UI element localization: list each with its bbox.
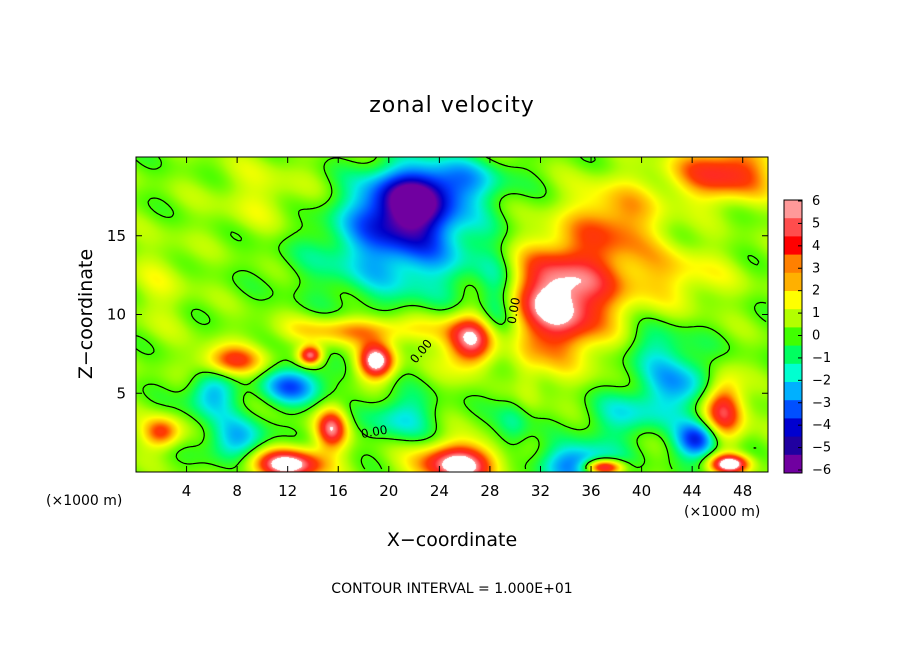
- x-tick-label: 12: [278, 482, 297, 500]
- colorbar-swatch: [784, 200, 802, 219]
- colorbar-swatch: [784, 254, 802, 274]
- y-axis-label: Z−coordinate: [75, 249, 97, 379]
- x-tick-label: 44: [683, 482, 702, 500]
- colorbar-swatch: [784, 291, 802, 310]
- colorbar-label: −2: [812, 373, 831, 388]
- plot-area: 0.000.000.00 4 8 12 16 20 24 28 32 36 40 44 48 5101…: [107, 156, 769, 500]
- x-tick-label: 36: [581, 482, 600, 500]
- y-tick-label: 10: [107, 306, 126, 324]
- x-tick-label: 4: [182, 482, 192, 500]
- velocity-heatmap: [136, 157, 768, 472]
- x-unit-right: (×1000 m): [684, 504, 760, 520]
- colorbar-label: −6: [812, 463, 831, 478]
- x-tick-label: 16: [329, 482, 348, 500]
- x-tick-label: 24: [430, 482, 449, 500]
- colorbar-label: −5: [812, 441, 831, 456]
- contour-label: 0.00: [360, 423, 389, 441]
- colorbar-swatch: [784, 236, 802, 256]
- colorbar-swatch: [784, 218, 802, 237]
- x-tick-label: 48: [733, 482, 752, 500]
- colorbar-swatch: [784, 327, 802, 347]
- x-tick-label: 20: [379, 482, 398, 500]
- y-axis-ticks: 5 10 15: [107, 227, 768, 402]
- contour-interval-note: CONTOUR INTERVAL = 1.000E+01: [331, 581, 572, 597]
- x-tick-label: 8: [232, 482, 242, 500]
- colorbar-swatch: [784, 436, 802, 456]
- x-unit-left: (×1000 m): [46, 493, 122, 509]
- colorbar-label: 1: [812, 306, 820, 321]
- colorbar-swatch: [784, 418, 802, 438]
- colorbar: [783, 199, 803, 474]
- colorbar-label: 5: [812, 216, 820, 231]
- contour-label: 0.00: [505, 296, 523, 325]
- colorbar-swatch: [784, 272, 802, 292]
- colorbar-swatch: [784, 454, 802, 474]
- colorbar-swatch: [784, 345, 802, 365]
- colorbar-label: −4: [812, 418, 831, 433]
- x-axis-label: X−coordinate: [387, 529, 517, 551]
- colorbar-label: 4: [812, 239, 820, 254]
- chart-title: zonal velocity: [369, 93, 535, 118]
- colorbar-label: 6: [812, 194, 820, 209]
- colorbar-swatch: [784, 382, 802, 401]
- colorbar-frame: [783, 199, 803, 474]
- colorbar-labels: 6 5 4 3 2 1 0 −1 −2 −3 −4 −5 −6: [798, 194, 831, 478]
- y-tick-label: 5: [116, 384, 126, 402]
- colorbar-label: 0: [812, 329, 820, 344]
- x-axis-ticks: 4 8 12 16 20 24 28 32 36 40 44 48: [182, 157, 752, 500]
- x-tick-label: 32: [531, 482, 550, 500]
- colorbar-swatch: [784, 400, 802, 419]
- y-tick-label: 15: [107, 227, 126, 245]
- colorbar-label: 2: [812, 284, 820, 299]
- x-tick-label: 40: [632, 482, 651, 500]
- colorbar-label: −3: [812, 396, 831, 411]
- colorbar-label: 3: [812, 261, 820, 276]
- colorbar-swatch: [784, 363, 802, 383]
- x-tick-label: 28: [480, 482, 499, 500]
- colorbar-swatch: [784, 309, 802, 328]
- colorbar-label: −1: [812, 351, 831, 366]
